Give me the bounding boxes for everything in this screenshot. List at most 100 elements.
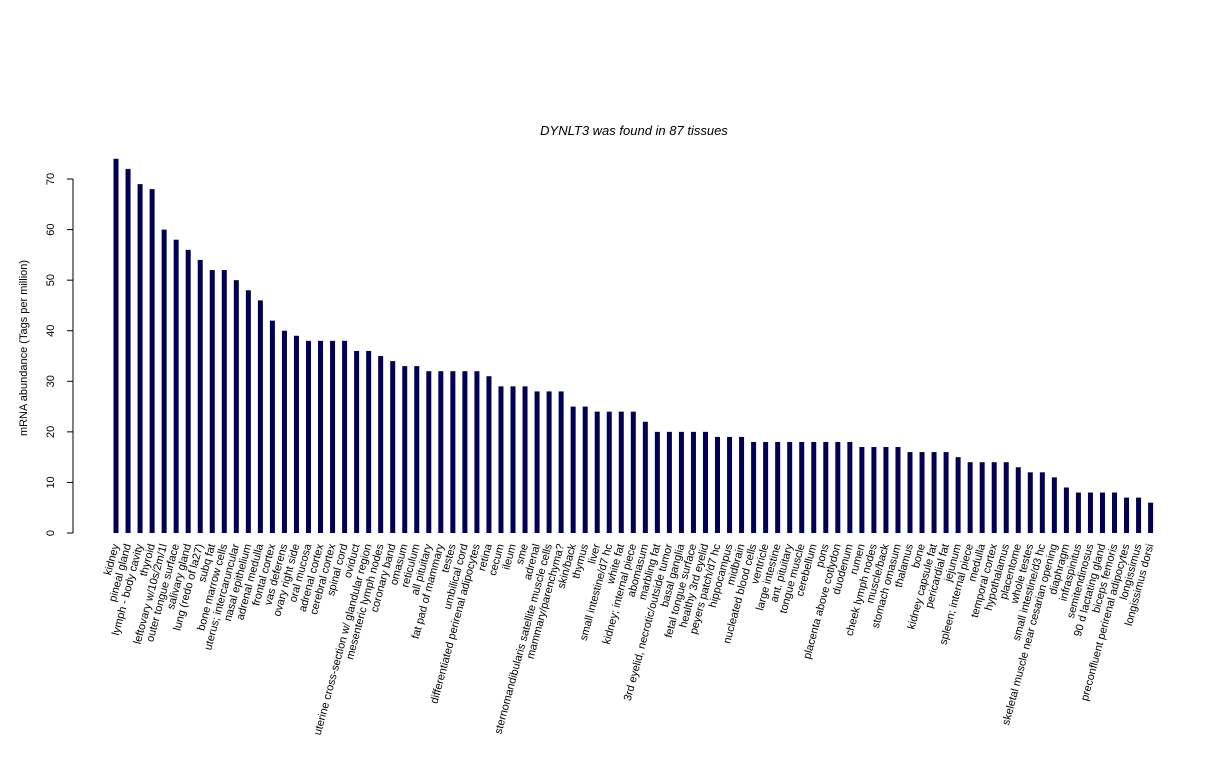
bar: [751, 441, 757, 533]
bar: [161, 229, 167, 533]
y-tick-label: 0: [45, 530, 57, 536]
bar: [414, 366, 420, 533]
bar: [1124, 497, 1130, 533]
bar: [582, 406, 588, 533]
y-tick-label: 30: [45, 375, 57, 387]
bar: [245, 290, 251, 533]
bar: [642, 421, 648, 533]
bar: [498, 386, 504, 533]
bar: [919, 452, 925, 533]
bar: [1027, 472, 1033, 533]
bar: [883, 447, 889, 533]
bar: [462, 371, 468, 533]
bar: [450, 371, 456, 533]
bar: [209, 270, 215, 533]
bar: [426, 371, 432, 533]
bar: [979, 462, 985, 533]
bar: [943, 452, 949, 533]
bar: [666, 431, 672, 533]
bar: [606, 411, 612, 533]
bar: [991, 462, 997, 533]
bar: [354, 350, 360, 533]
bar: [269, 320, 275, 533]
bar: [654, 431, 660, 533]
bar: [859, 447, 865, 533]
bar: [847, 441, 853, 533]
bar: [257, 300, 263, 533]
bar: [811, 441, 817, 533]
bar: [895, 447, 901, 533]
bar: [1148, 502, 1154, 533]
bar: [678, 431, 684, 533]
bar: [125, 168, 131, 533]
bar: [281, 330, 287, 533]
y-tick-label: 20: [45, 426, 57, 438]
bar: [546, 391, 552, 533]
bar: [594, 411, 600, 533]
bar: [1112, 492, 1118, 533]
x-tick-label: sme: [514, 543, 531, 566]
bar: [799, 441, 805, 533]
bar: [1099, 492, 1105, 533]
bar: [1063, 487, 1069, 533]
bar: [570, 406, 576, 533]
bar: [402, 366, 408, 533]
bar: [330, 340, 336, 533]
bar: [1003, 462, 1009, 533]
bar: [173, 239, 179, 533]
y-tick-label: 10: [45, 476, 57, 488]
y-tick-label: 60: [45, 223, 57, 235]
bar: [137, 184, 143, 533]
bar: [775, 441, 781, 533]
bar: [1136, 497, 1142, 533]
bar: [630, 411, 636, 533]
bar: [1075, 492, 1081, 533]
bar: [618, 411, 624, 533]
chart-title: DYNLT3 was found in 87 tissues: [540, 123, 728, 138]
bar: [727, 436, 733, 533]
bar: [438, 371, 444, 533]
x-tick-label: liver: [586, 542, 603, 565]
y-tick-label: 70: [45, 173, 57, 185]
bar: [715, 436, 721, 533]
bar: [534, 391, 540, 533]
bar: [871, 447, 877, 533]
bar: [823, 441, 829, 533]
bar: [907, 452, 913, 533]
bar: [1051, 477, 1057, 533]
bar: [221, 270, 227, 533]
y-axis-label: mRNA abundance (Tags per million): [18, 260, 30, 436]
bar: [787, 441, 793, 533]
bar: [955, 457, 961, 533]
bar: [1087, 492, 1093, 533]
bar: [293, 335, 299, 533]
bar: [342, 340, 348, 533]
bar: [931, 452, 937, 533]
bar: [149, 189, 155, 533]
bar: [1015, 467, 1021, 533]
bar: [967, 462, 973, 533]
bar: [835, 441, 841, 533]
bar: [739, 436, 745, 533]
bar: [113, 158, 119, 534]
bar: [558, 391, 564, 533]
bar: [366, 350, 372, 533]
bar: [702, 431, 708, 533]
bar: [185, 249, 191, 533]
bar: [474, 371, 480, 533]
bar: [390, 361, 396, 533]
bar: [763, 441, 769, 533]
bar: [318, 340, 324, 533]
bar: [305, 340, 311, 533]
y-tick-label: 40: [45, 325, 57, 337]
y-tick-label: 50: [45, 274, 57, 286]
bar: [522, 386, 528, 533]
bar: [1039, 472, 1045, 533]
bar: [510, 386, 516, 533]
bar: [690, 431, 696, 533]
bar: [486, 376, 492, 533]
bar: [378, 356, 384, 533]
bar: [197, 259, 203, 533]
